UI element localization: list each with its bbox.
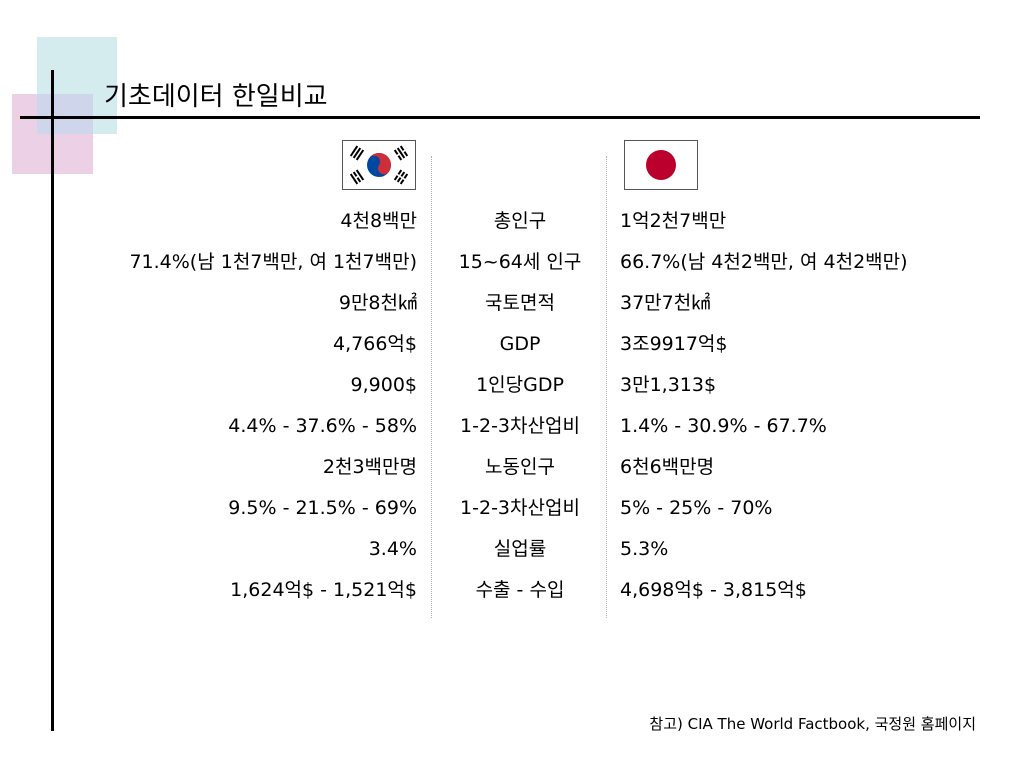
japan-value: 6천6백만명	[620, 456, 715, 478]
row-label: 노동인구	[485, 456, 555, 478]
korea-value: 71.4%(남 1천7백만, 여 1천7백만)	[129, 251, 417, 273]
vertical-rule	[51, 70, 54, 731]
korea-value: 4,766억$	[333, 333, 417, 355]
source-footnote: 참고) CIA The World Factbook, 국정원 홈페이지	[649, 715, 976, 733]
japan-value: 1.4% - 30.9% - 67.7%	[620, 415, 827, 437]
column-divider-right	[606, 156, 607, 618]
korea-value: 9.5% - 21.5% - 69%	[228, 497, 417, 519]
table-row: 4,766억$ GDP 3조9917억$	[0, 324, 1024, 365]
decorative-square-overlap	[37, 94, 93, 134]
korea-value: 2천3백만명	[322, 456, 417, 478]
japan-value: 1억2천7백만	[620, 210, 727, 232]
table-row: 9.5% - 21.5% - 69% 1-2-3차산업비 5% - 25% - …	[0, 488, 1024, 529]
korea-value: 9만8천㎢	[338, 292, 417, 314]
japan-value: 66.7%(남 4천2백만, 여 4천2백만)	[620, 251, 908, 273]
table-row: 9,900$ 1인당GDP 3만1,313$	[0, 365, 1024, 406]
table-row: 4천8백만 총인구 1억2천7백만	[0, 201, 1024, 242]
japan-value: 3조9917억$	[620, 333, 728, 355]
flag-korea-icon	[342, 140, 416, 190]
row-label: GDP	[499, 333, 541, 355]
table-row: 4.4% - 37.6% - 58% 1-2-3차산업비 1.4% - 30.9…	[0, 406, 1024, 447]
japan-value: 4,698억$ - 3,815억$	[620, 579, 807, 601]
comparison-table: 4천8백만 총인구 1억2천7백만 71.4%(남 1천7백만, 여 1천7백만…	[0, 201, 1024, 611]
korea-value: 4.4% - 37.6% - 58%	[228, 415, 417, 437]
title-underline	[20, 116, 980, 119]
row-label: 1-2-3차산업비	[460, 415, 580, 437]
row-label: 실업률	[493, 538, 547, 560]
column-divider-left	[431, 156, 432, 618]
slide-title: 기초데이터 한일비교	[104, 82, 328, 112]
korea-value: 4천8백만	[340, 210, 417, 232]
row-label: 총인구	[493, 210, 547, 232]
japan-value: 3만1,313$	[620, 374, 717, 396]
row-label: 수출 - 수입	[475, 579, 565, 601]
table-row: 71.4%(남 1천7백만, 여 1천7백만) 15~64세 인구 66.7%(…	[0, 242, 1024, 283]
korea-value: 9,900$	[350, 374, 417, 396]
japan-value: 5.3%	[620, 538, 669, 560]
row-label: 1-2-3차산업비	[460, 497, 580, 519]
table-row: 3.4% 실업률 5.3%	[0, 529, 1024, 570]
japan-value: 5% - 25% - 70%	[620, 497, 773, 519]
row-label: 15~64세 인구	[458, 251, 582, 273]
flag-japan-icon	[624, 140, 698, 190]
table-row: 1,624억$ - 1,521억$ 수출 - 수입 4,698억$ - 3,81…	[0, 570, 1024, 611]
row-label: 국토면적	[485, 292, 555, 314]
korea-value: 3.4%	[368, 538, 417, 560]
table-row: 2천3백만명 노동인구 6천6백만명	[0, 447, 1024, 488]
row-label: 1인당GDP	[476, 374, 564, 396]
korea-value: 1,624억$ - 1,521억$	[230, 579, 417, 601]
japan-value: 37만7천㎢	[620, 292, 711, 314]
table-row: 9만8천㎢ 국토면적 37만7천㎢	[0, 283, 1024, 324]
